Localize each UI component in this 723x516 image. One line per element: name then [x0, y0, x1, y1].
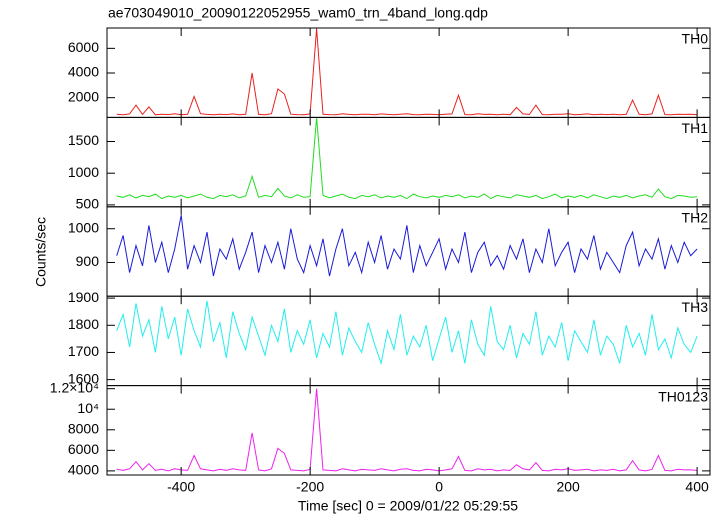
series-line	[116, 388, 698, 472]
y-tick-label: 1900	[68, 289, 99, 305]
y-tick-label: 1000	[68, 219, 99, 235]
y-tick-label: 1500	[68, 132, 99, 148]
panel-frame	[106, 385, 711, 476]
y-tick-label: 1600	[68, 370, 99, 386]
y-tick-label: 1000	[68, 164, 99, 180]
y-tick-label: 500	[76, 196, 100, 212]
x-tick-label: -400	[167, 479, 195, 495]
panel-label: TH0123	[658, 388, 708, 404]
series-line	[116, 117, 698, 200]
y-tick-label: 2000	[68, 88, 99, 104]
x-tick-label: 400	[685, 479, 709, 495]
x-tick-label: 200	[556, 479, 580, 495]
panel-frame	[106, 116, 711, 208]
x-tick-label: -200	[296, 479, 324, 495]
series-line	[116, 300, 698, 366]
panel-frame	[106, 27, 711, 118]
y-tick-label: 6000	[68, 441, 99, 457]
x-axis-label: Time [sec] 0 = 2009/01/22 05:29:55	[298, 498, 518, 514]
chart-title: ae703049010_20090122052955_wam0_trn_4ban…	[108, 5, 488, 21]
panel-label: TH1	[682, 120, 709, 136]
panel-label: TH0	[682, 31, 709, 47]
series-line	[116, 215, 698, 277]
y-tick-label: 10⁴	[77, 400, 99, 416]
y-tick-label: 1700	[68, 343, 99, 359]
panel-frame	[106, 206, 711, 297]
panel-label: TH2	[682, 210, 709, 226]
y-tick-label: 4000	[68, 64, 99, 80]
y-tick-label: 1800	[68, 316, 99, 332]
y-tick-label: 1.2×10⁴	[50, 379, 99, 395]
panel-frame	[106, 295, 711, 387]
panel-label: TH3	[682, 299, 709, 315]
y-axis-label: Counts/sec	[33, 217, 49, 287]
series-line	[116, 28, 698, 116]
y-tick-label: 6000	[68, 39, 99, 55]
x-tick-label: 0	[435, 479, 443, 495]
y-tick-label: 8000	[68, 420, 99, 436]
y-tick-label: 900	[76, 253, 100, 269]
y-tick-label: 4000	[68, 462, 99, 478]
